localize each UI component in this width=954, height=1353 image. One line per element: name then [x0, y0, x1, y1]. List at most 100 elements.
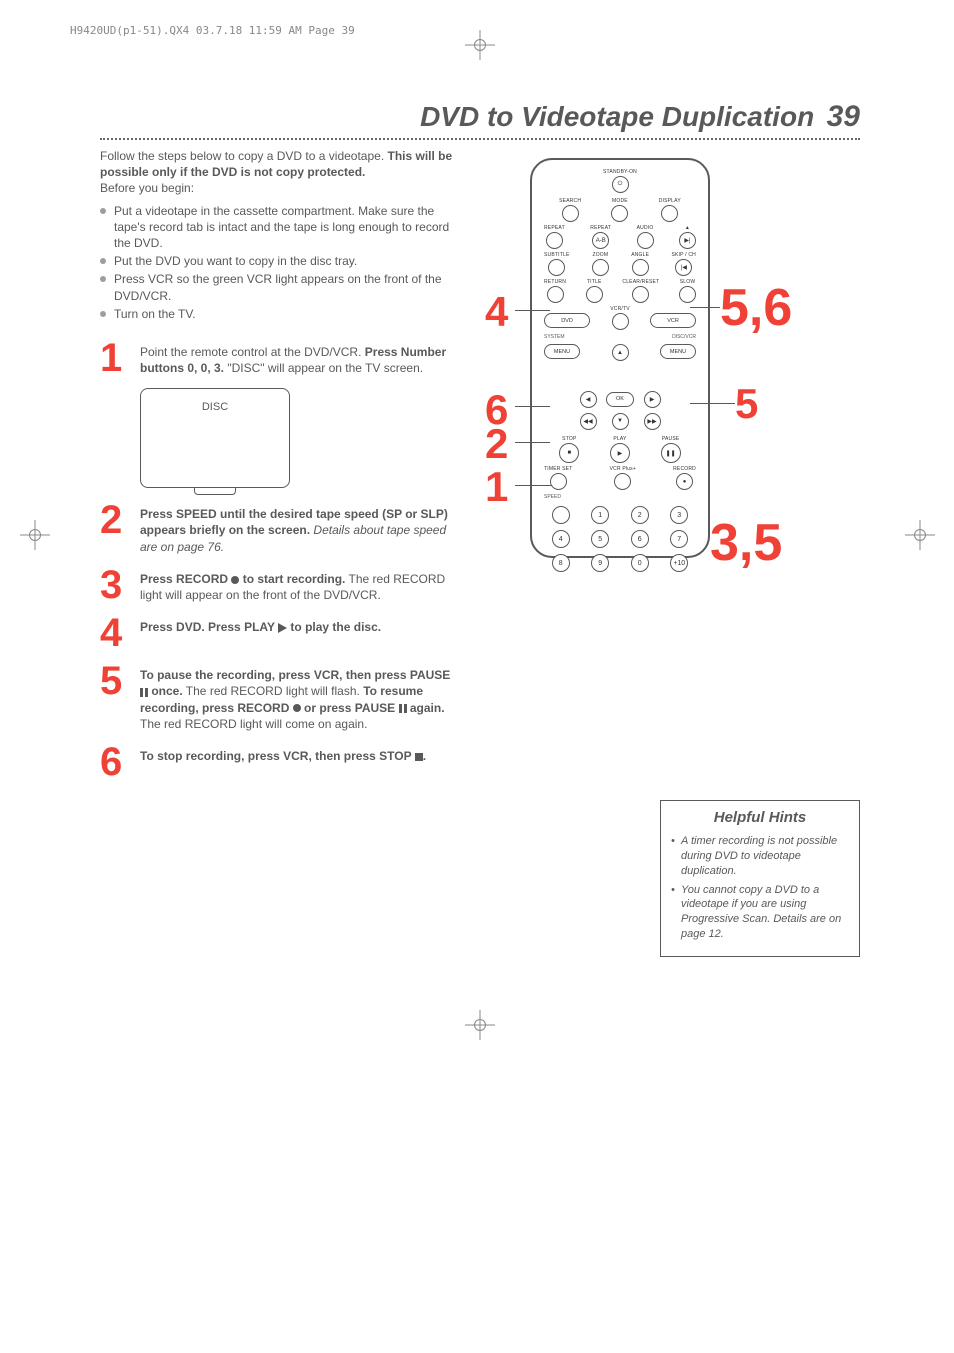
skipch-label: SKIP / CH	[671, 253, 696, 258]
step-5-b2: once.	[148, 684, 183, 698]
repeat-ab-label: REPEAT	[590, 226, 611, 231]
pause-button: ❚❚	[661, 443, 681, 463]
mode-button	[611, 205, 628, 222]
clear-label: CLEAR/RESET	[622, 280, 659, 285]
vcrplus-button	[614, 473, 631, 490]
left-column: Follow the steps below to copy a DVD to …	[100, 148, 460, 792]
hints-list: A timer recording is not possible during…	[671, 834, 849, 942]
display-button	[661, 205, 678, 222]
timerset-label: TIMER SET	[544, 467, 572, 472]
bullet-2: Put the DVD you want to copy in the disc…	[100, 253, 460, 269]
step-5-mid: The red RECORD light will flash.	[183, 684, 364, 698]
key-3: 3	[670, 506, 688, 524]
vcrplus-label: VCR Plus+	[610, 467, 636, 472]
key-7: 7	[670, 530, 688, 548]
play-button: ▶	[610, 443, 630, 463]
registration-mark-top	[465, 30, 495, 60]
menu-left-button: MENU	[544, 344, 580, 359]
callout-5-6: 5,6	[720, 278, 792, 338]
title-rule	[100, 138, 860, 140]
registration-mark-bottom	[465, 1010, 495, 1040]
step-5: 5 To pause the recording, press VCR, the…	[100, 663, 460, 732]
step-3-body: Press RECORD to start recording. The red…	[140, 567, 460, 603]
audio-label: AUDIO	[637, 226, 654, 231]
step-4-number: 4	[100, 615, 140, 651]
step-6-b2: .	[423, 749, 426, 763]
crop-mark-header: H9420UD(p1-51).QX4 03.7.18 11:59 AM Page…	[70, 24, 355, 37]
zoom-label: ZOOM	[592, 253, 608, 258]
angle-label: ANGLE	[631, 253, 649, 258]
stop-button: ■	[559, 443, 579, 463]
tv-screen-illustration: DISC	[140, 388, 290, 488]
step-3-number: 3	[100, 567, 140, 603]
callout-4: 4	[485, 288, 508, 336]
slow-button	[679, 286, 696, 303]
key-2: 2	[631, 506, 649, 524]
skip-up-label: ▲	[685, 226, 690, 231]
pause-label: PAUSE	[662, 437, 680, 442]
pause-icon	[140, 688, 148, 697]
ok-button: OK	[606, 392, 634, 407]
step-6: 6 To stop recording, press VCR, then pre…	[100, 744, 460, 780]
pause-icon-2	[399, 704, 407, 713]
record-icon-2	[293, 704, 301, 712]
key-6: 6	[631, 530, 649, 548]
record-button: ●	[676, 473, 693, 490]
tv-disc-label: DISC	[202, 401, 228, 413]
registration-mark-left	[20, 520, 50, 550]
search-button	[562, 205, 579, 222]
zoom-button	[592, 259, 609, 276]
mode-label: MODE	[612, 199, 628, 204]
intro-before: Before you begin:	[100, 181, 194, 195]
step-5-post: The red RECORD light will come on again.	[140, 717, 367, 731]
title-row: DVD to Videotape Duplication 39	[100, 100, 860, 134]
callout-3-5: 3,5	[710, 513, 782, 573]
menu-right-button: MENU	[660, 344, 696, 359]
record-label: RECORD	[673, 467, 696, 472]
speed-button	[552, 506, 570, 524]
page-title: DVD to Videotape Duplication	[420, 101, 814, 132]
key-4: 4	[552, 530, 570, 548]
search-label: SEARCH	[559, 199, 581, 204]
skip-down-button: |◀	[675, 259, 692, 276]
step-1-pre: Point the remote control at the DVD/VCR.	[140, 345, 365, 359]
step-5-b1: To pause the recording, press VCR, then …	[140, 668, 450, 682]
step-5-body: To pause the recording, press VCR, then …	[140, 663, 460, 732]
key-5: 5	[591, 530, 609, 548]
repeat-button	[546, 232, 563, 249]
rew-button: ◀◀	[580, 413, 597, 430]
key-plus10: +10	[670, 554, 688, 572]
return-label: RETURN	[544, 280, 566, 285]
hint-2: You cannot copy a DVD to a videotape if …	[671, 883, 849, 942]
hints-title: Helpful Hints	[671, 809, 849, 830]
key-8: 8	[552, 554, 570, 572]
step-1-number: 1	[100, 340, 140, 376]
vcr-button: VCR	[650, 313, 696, 328]
step-5-number: 5	[100, 663, 140, 732]
key-1: 1	[591, 506, 609, 524]
step-4: 4 Press DVD. Press PLAY to play the disc…	[100, 615, 460, 651]
bullet-4: Turn on the TV.	[100, 306, 460, 322]
timerset-button	[550, 473, 567, 490]
intro-line1: Follow the steps below to copy a DVD to …	[100, 149, 388, 163]
display-label: DISPLAY	[659, 199, 681, 204]
play-icon	[278, 623, 287, 633]
title-button	[586, 286, 603, 303]
system-label: SYSTEM	[544, 334, 565, 340]
standby-label: STANDBY-ON	[603, 170, 637, 175]
callout-5-right: 5	[735, 380, 758, 428]
bullet-1: Put a videotape in the cassette compartm…	[100, 203, 460, 252]
right-column: 4 5,6 6 5 2 1 3,5 STANDBY-ON ⏻	[480, 148, 860, 792]
step-1: 1 Point the remote control at the DVD/VC…	[100, 340, 460, 376]
step-5-b4: or press PAUSE	[301, 701, 399, 715]
key-0: 0	[631, 554, 649, 572]
nav-down-button: ▼	[612, 413, 629, 430]
step-6-b1: To stop recording, press VCR, then press…	[140, 749, 415, 763]
repeat-label: REPEAT	[544, 226, 565, 231]
prep-bullets: Put a videotape in the cassette compartm…	[100, 203, 460, 322]
step-6-number: 6	[100, 744, 140, 780]
step-2: 2 Press SPEED until the desired tape spe…	[100, 502, 460, 555]
hint-1: A timer recording is not possible during…	[671, 834, 849, 879]
helpful-hints-box: Helpful Hints A timer recording is not p…	[660, 800, 860, 957]
steps-list: 1 Point the remote control at the DVD/VC…	[100, 340, 460, 780]
